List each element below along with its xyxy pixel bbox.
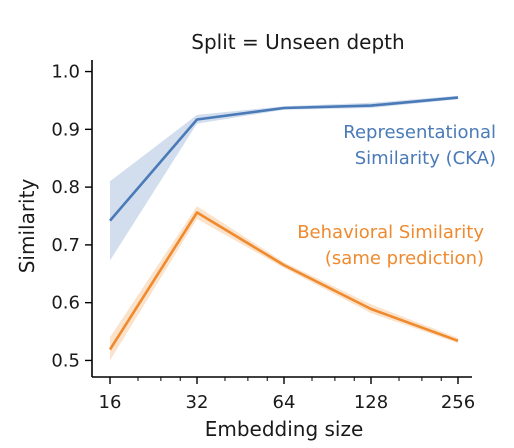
x-tick-label: 256	[441, 392, 475, 413]
series-line	[108, 211, 459, 351]
chart-title: Split = Unseen depth	[191, 30, 404, 54]
y-tick-label: 1.0	[51, 62, 80, 83]
x-tick-label: 64	[273, 392, 296, 413]
y-tick-label: 0.8	[51, 177, 80, 198]
y-tick-label: 0.7	[51, 235, 80, 256]
y-tick-label: 0.5	[51, 350, 80, 371]
series-line	[109, 96, 459, 222]
plot-area: 0.5 0.6 0.7 0.8 0.9 1.0 16 32 64 128 256 Representa…	[51, 60, 496, 413]
x-tick-label: 16	[99, 392, 122, 413]
series-annotation: (same prediction)	[325, 248, 484, 269]
x-tick-label: 32	[186, 392, 209, 413]
x-axis-label: Embedding size	[205, 417, 364, 441]
y-tick-label: 0.9	[51, 119, 80, 140]
y-tick-label: 0.6	[51, 293, 80, 314]
y-axis-label: Similarity	[15, 179, 39, 274]
series-annotation: Behavioral Similarity	[297, 222, 484, 243]
series-annotation: Similarity (CKA)	[355, 148, 496, 169]
x-tick-label: 128	[354, 392, 388, 413]
series-annotation: Representational	[343, 122, 496, 143]
